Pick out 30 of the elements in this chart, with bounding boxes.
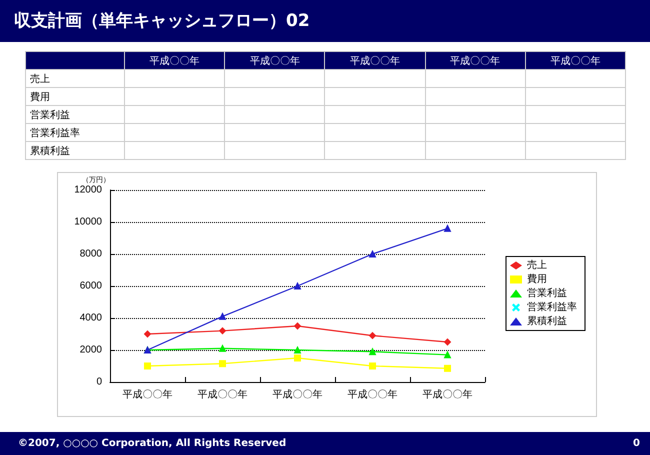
- category-label: 平成〇〇年: [250, 56, 300, 66]
- y-tick-label: 12000: [74, 184, 102, 196]
- y-tick-label: 4000: [80, 312, 102, 324]
- x-tick-label: 平成〇〇年: [348, 388, 398, 400]
- x-tick-label: 平成〇〇年: [422, 388, 472, 400]
- y-tick-label: 0: [96, 376, 102, 388]
- y-tick-label: 8000: [80, 248, 102, 260]
- y-tick-label: 10000: [74, 216, 102, 228]
- legend-label: 売上: [527, 259, 547, 271]
- text: 営業利益率: [30, 128, 80, 138]
- text: 営業利益: [30, 110, 70, 120]
- x-tick-label: 平成〇〇年: [272, 388, 322, 400]
- text: 0: [633, 437, 640, 451]
- category-label: 平成〇〇年: [450, 56, 500, 66]
- category-label: 平成〇〇年: [550, 56, 600, 66]
- text: 累積利益: [30, 146, 70, 156]
- text: ©2007, ○○○○ Corporation, All Rights Reserved: [18, 437, 286, 451]
- y-tick-label: 2000: [80, 344, 102, 356]
- chart-title: 収支計画（単年キャッシュフロー）02: [0, 0, 650, 42]
- legend-label: 累積利益: [527, 315, 567, 327]
- category-label: 平成〇〇年: [350, 56, 400, 66]
- x-tick-label: 平成〇〇年: [198, 388, 248, 400]
- category-label: 平成〇〇年: [150, 56, 200, 66]
- legend-label: 営業利益率: [527, 301, 577, 313]
- text: 費用: [30, 92, 50, 102]
- legend-label: 費用: [527, 273, 547, 285]
- x-tick-label: 平成〇〇年: [122, 388, 172, 400]
- text: 売上: [30, 74, 50, 84]
- y-tick-label: 6000: [80, 280, 102, 292]
- legend-label: 営業利益: [527, 287, 567, 299]
